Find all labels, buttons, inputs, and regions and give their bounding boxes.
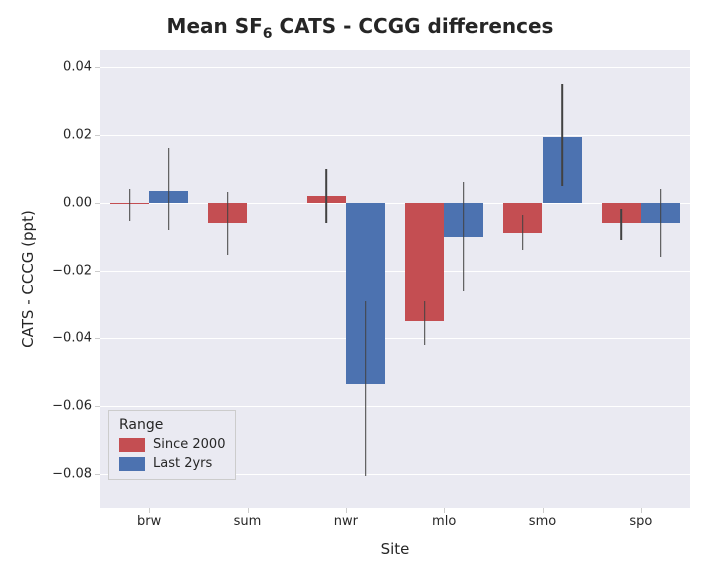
legend-swatch [119,457,145,471]
x-tick-label: smo [529,514,556,529]
legend-swatch [119,438,145,452]
error-bar [620,209,622,240]
legend-label: Last 2yrs [153,456,212,471]
x-tick-label: brw [137,514,161,529]
y-tick-mark [95,135,100,136]
x-tick-mark [543,508,544,513]
y-tick-label: 0.00 [32,195,92,210]
error-bar [227,192,229,255]
y-tick-mark [95,338,100,339]
x-tick-mark [149,508,150,513]
x-tick-label: sum [234,514,262,529]
x-tick-label: mlo [432,514,456,529]
y-tick-label: −0.06 [32,399,92,414]
chart-title: Mean SF6 CATS - CCGG differences [0,14,720,42]
legend-item: Last 2yrs [119,456,225,471]
error-bar [463,182,465,291]
x-tick-label: spo [629,514,652,529]
gridline [100,135,690,136]
x-tick-label: nwr [334,514,358,529]
legend-title: Range [119,417,225,433]
y-tick-label: −0.04 [32,331,92,346]
error-bar [561,84,563,186]
y-tick-label: 0.04 [32,59,92,74]
figure: Mean SF6 CATS - CCGG differences CATS - … [0,0,720,576]
x-tick-mark [248,508,249,513]
y-tick-mark [95,474,100,475]
x-axis-label: Site [100,540,690,558]
y-tick-mark [95,406,100,407]
x-tick-mark [444,508,445,513]
y-tick-label: −0.02 [32,263,92,278]
error-bar [129,189,131,221]
y-tick-label: −0.08 [32,467,92,482]
y-tick-mark [95,67,100,68]
error-bar [660,189,662,257]
x-tick-mark [346,508,347,513]
gridline [100,271,690,272]
y-tick-mark [95,203,100,204]
gridline [100,67,690,68]
error-bar [365,301,367,476]
error-bar [168,148,170,229]
y-tick-label: 0.02 [32,127,92,142]
gridline [100,338,690,339]
legend: Range Since 2000 Last 2yrs [108,410,236,480]
x-tick-mark [641,508,642,513]
gridline [100,406,690,407]
error-bar [424,301,426,345]
error-bar [325,169,327,223]
error-bar [522,215,524,251]
legend-label: Since 2000 [153,437,225,452]
y-axis-label: CATS - CCCG (ppt) [18,50,38,508]
legend-item: Since 2000 [119,437,225,452]
y-tick-mark [95,271,100,272]
